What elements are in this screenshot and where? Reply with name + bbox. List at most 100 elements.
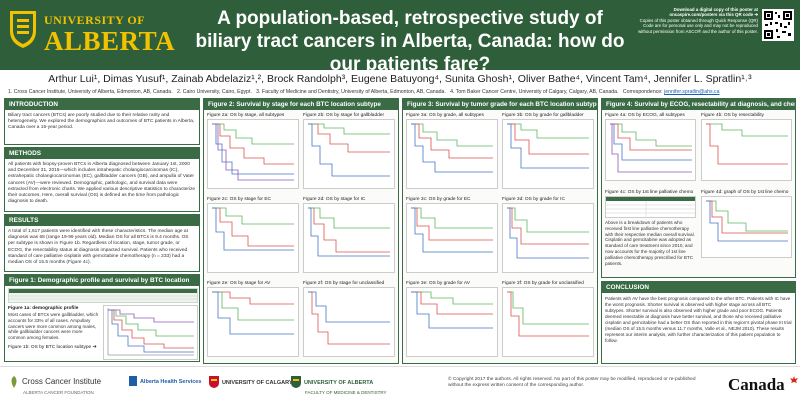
calgary-name: UNIVERSITY OF CALGARY bbox=[221, 379, 293, 386]
figure-3a: Figure 3a: OS by grade, all subtypes bbox=[406, 112, 498, 189]
affiliation-4: 4. Tom Baker Cancer Centre, University o… bbox=[450, 89, 619, 95]
figure-1b-curves bbox=[107, 308, 194, 356]
figure-2c-plot bbox=[207, 203, 299, 273]
figure-4a-label: Figure 4a: OS by ECOG, all subtypes bbox=[605, 113, 685, 118]
figure-2a-label: Figure 2a: OS by stage, all subtypes bbox=[207, 113, 285, 118]
figure-3c-plot bbox=[406, 203, 498, 273]
figure-3d-curves bbox=[507, 207, 589, 259]
affiliation-1: 1. Cross Cancer Institute, University of… bbox=[8, 89, 173, 95]
figure-3f-plot bbox=[502, 287, 594, 357]
canada-text: Canada bbox=[728, 375, 785, 394]
conclusion-heading: CONCLUSION bbox=[602, 282, 795, 293]
figure-1a-text: Most cases of BTCs were gallbladder, whi… bbox=[8, 312, 99, 341]
ua-crest-icon bbox=[10, 11, 36, 48]
poster-footer: Cross Cancer Institute ALBERTA CANCER FO… bbox=[0, 366, 800, 400]
figure-3e: Figure 3e: OS by grade for AV bbox=[406, 280, 498, 357]
qr-line-1: Download a digital copy of this poster a… bbox=[673, 7, 758, 12]
figure-3d-plot bbox=[502, 203, 594, 273]
figure-2f-label: Figure 2f: OS by stage for unclassified bbox=[303, 281, 385, 286]
figure-2a-curves bbox=[212, 123, 294, 181]
figure-4d-label: Figure 4d: graph of OS by 1st line chemo bbox=[701, 190, 789, 195]
poster-header: UNIVERSITY OF ALBERTA A population-based… bbox=[0, 0, 800, 75]
ua-footer-name: UNIVERSITY OF ALBERTA bbox=[303, 379, 374, 386]
copyright-notice: © Copyright 2017 the authors. All rights… bbox=[448, 377, 696, 389]
canada-wordmark: Canada bbox=[728, 375, 799, 395]
qr-line-2: oncaspire.com/posters via this QR code ➔ bbox=[669, 12, 758, 18]
figure-4c-label: Figure 4c: OS by 1st line palliative che… bbox=[605, 190, 694, 195]
figure-1b-km-plot bbox=[103, 305, 198, 360]
logo-line-1: UNIVERSITY OF bbox=[44, 13, 146, 27]
ahs-icon bbox=[129, 376, 137, 386]
figure-3f: Figure 3f: OS by grade for unclassified bbox=[502, 280, 594, 357]
calgary-crest-icon bbox=[209, 376, 219, 388]
figure-4b-plot bbox=[701, 119, 792, 181]
figure-2e-plot bbox=[207, 287, 299, 357]
ua-small-crest-icon bbox=[291, 376, 301, 388]
figure-3b-curves bbox=[507, 123, 589, 169]
figure-2b-curves bbox=[308, 123, 390, 177]
introduction-text: Biliary tract cancers (BTCs) are poorly … bbox=[8, 113, 195, 131]
figure-2a: Figure 2a: OS by stage, all subtypes bbox=[207, 112, 299, 189]
cci-subtitle: ALBERTA CANCER FOUNDATION bbox=[23, 390, 94, 395]
figure-2b-plot bbox=[303, 119, 395, 189]
figure-4b: Figure 4b: OS by resectability bbox=[701, 112, 792, 181]
ahs-name: Alberta Health Services bbox=[139, 378, 202, 385]
figure-4c: Figure 4c: OS by 1st line palliative che… bbox=[605, 189, 696, 266]
logo-line-2: ALBERTA bbox=[44, 26, 176, 56]
figure-2e: Figure 2e: OS by stage for AV bbox=[207, 280, 299, 357]
figure-3a-label: Figure 3a: OS by grade, all subtypes bbox=[406, 113, 484, 118]
figure-3c: Figure 3c: OS by grade for EC bbox=[406, 196, 498, 273]
figure-4b-label: Figure 4b: OS by resectability bbox=[701, 113, 764, 118]
figure-1b-label: Figure 1b: OS by BTC location subtype ➔ bbox=[8, 344, 97, 350]
figure-3b-label: Figure 3b: OS by grade for gallbladder bbox=[502, 113, 584, 118]
affiliations-line: 1. Cross Cancer Institute, University of… bbox=[0, 89, 800, 97]
correspondence-email-link[interactable]: jennifer.spratlin@ahs.ca bbox=[664, 89, 720, 95]
results-text: A total of 1,617 patients were identifie… bbox=[8, 229, 189, 266]
figure-2c-label: Figure 2c: OS by stage for EC bbox=[207, 197, 271, 202]
university-of-alberta-logo: UNIVERSITY OF ALBERTA bbox=[8, 7, 175, 63]
introduction-section: INTRODUCTION Biliary tract cancers (BTCs… bbox=[4, 98, 200, 145]
figure-3e-plot bbox=[406, 287, 498, 357]
conclusion-text: Patients with AV have the best prognosis… bbox=[605, 296, 792, 343]
figure-2d-curves bbox=[308, 207, 390, 257]
figure-2e-label: Figure 2e: OS by stage for AV bbox=[207, 281, 271, 286]
figure-2a-plot bbox=[207, 119, 299, 189]
figure-4d-curves bbox=[706, 200, 788, 242]
figure-2d: Figure 2d: OS by stage for IC bbox=[303, 196, 395, 273]
qr-info: Download a digital copy of this poster a… bbox=[628, 7, 758, 34]
figure-2f-curves bbox=[308, 291, 390, 345]
figure-2b-label: Figure 2b: OS by stage for gallbladder bbox=[303, 113, 385, 118]
figure-1-section: Figure 1: Demographic profile and surviv… bbox=[4, 274, 200, 362]
figure-3b: Figure 3b: OS by grade for gallbladder bbox=[502, 112, 594, 189]
figure-2f: Figure 2f: OS by stage for unclassified bbox=[303, 280, 395, 357]
figure-3a-curves bbox=[411, 123, 493, 173]
figure-2d-plot bbox=[303, 203, 395, 273]
figure-3d-label: Figure 3d: OS by grade for IC bbox=[502, 197, 565, 202]
figure-3-panel: Figure 3: Survival by tumor grade for ea… bbox=[402, 98, 598, 364]
university-of-calgary-logo: UNIVERSITY OF CALGARY bbox=[208, 375, 293, 389]
canada-flag-icon bbox=[788, 375, 799, 385]
results-section: RESULTS A total of 1,617 patients were i… bbox=[4, 214, 200, 272]
figure-4c-table-graphic bbox=[606, 197, 695, 217]
correspondence-label: Correspondence: bbox=[622, 89, 663, 95]
figure-3c-label: Figure 3c: OS by grade for EC bbox=[406, 197, 471, 202]
figure-3c-curves bbox=[411, 207, 493, 253]
figure-4a: Figure 4a: OS by ECOG, all subtypes bbox=[605, 112, 696, 181]
figure-2b: Figure 2b: OS by stage for gallbladder bbox=[303, 112, 395, 189]
figure-1-heading: Figure 1: Demographic profile and surviv… bbox=[5, 275, 199, 295]
figure-1a-label: Figure 1a: demographic profile bbox=[8, 306, 79, 311]
figure-3b-plot bbox=[502, 119, 594, 189]
figure-4d-plot bbox=[701, 196, 792, 258]
figure-4a-plot bbox=[605, 119, 696, 181]
figure-2f-plot bbox=[303, 287, 395, 357]
figure-3e-label: Figure 3e: OS by grade for AV bbox=[406, 281, 470, 286]
qr-code[interactable] bbox=[762, 9, 794, 41]
cross-cancer-institute-logo: Cross Cancer Institute ALBERTA CANCER FO… bbox=[8, 375, 101, 396]
affiliation-3: 3. Faculty of Medicine and Dentistry, Un… bbox=[256, 89, 446, 95]
cci-leaf-icon bbox=[11, 376, 17, 388]
figure-4b-curves bbox=[706, 123, 788, 165]
cci-name: Cross Cancer Institute bbox=[21, 376, 102, 386]
ua-faculty-logo: UNIVERSITY OF ALBERTA FACULTY OF MEDICIN… bbox=[290, 375, 387, 396]
figure-3d: Figure 3d: OS by grade for IC bbox=[502, 196, 594, 273]
qr-note: Copies of this poster obtained through Q… bbox=[638, 17, 758, 34]
